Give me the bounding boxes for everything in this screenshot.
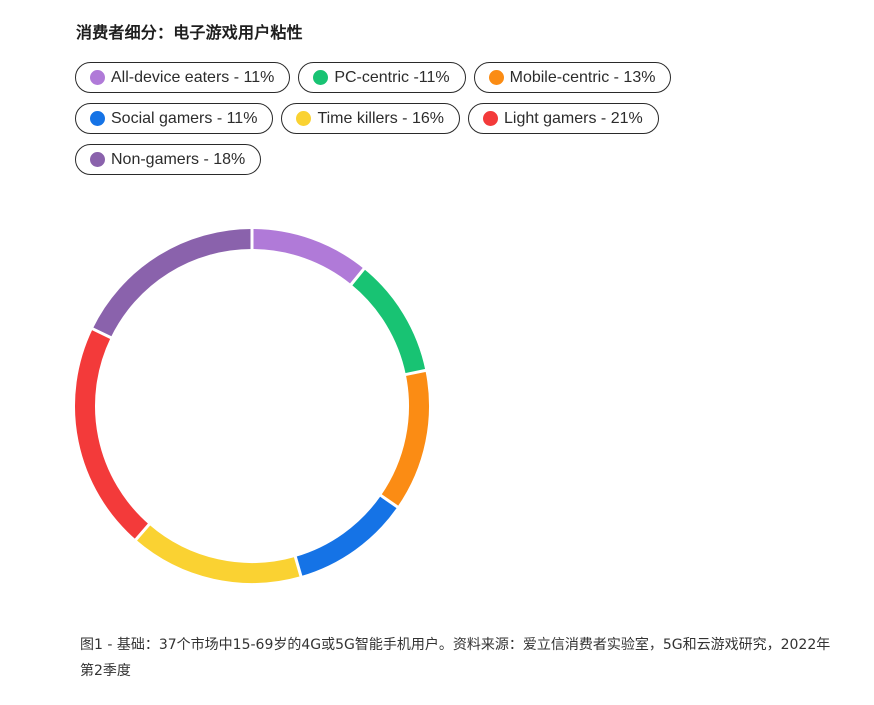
- slice-separator: [91, 327, 113, 340]
- legend-dot: [90, 152, 105, 167]
- legend-label: Mobile-centric - 13%: [509, 68, 656, 86]
- legend-row: All-device eaters - 11% PC-centric -11% …: [75, 62, 795, 93]
- donut-chart: [75, 228, 429, 583]
- legend-item-light-gamers: Light gamers - 21%: [467, 103, 659, 134]
- legend-label: Non-gamers - 18%: [111, 150, 246, 168]
- legend-label: All-device eaters - 11%: [111, 68, 275, 86]
- donut-slice-social-gamers: [295, 495, 398, 577]
- donut-slice-mobile-centric: [380, 370, 429, 507]
- legend-dot: [313, 70, 329, 85]
- legend-item-all-device-eaters: All-device eaters - 11%: [75, 62, 291, 93]
- donut-slice-light-gamers: [75, 328, 150, 540]
- slice-separator: [134, 522, 151, 542]
- legend-row: Non-gamers - 18%: [75, 144, 795, 175]
- donut-slice-all-device-eaters: [251, 229, 364, 285]
- legend-item-social-gamers: Social gamers - 11%: [75, 103, 274, 134]
- legend-dot: [90, 70, 105, 85]
- legend-item-non-gamers: Non-gamers - 18%: [75, 144, 262, 175]
- slice-separator: [349, 267, 366, 287]
- legend-item-mobile-centric: Mobile-centric - 13%: [473, 62, 672, 93]
- legend-dot: [296, 111, 312, 126]
- legend-dot: [482, 111, 498, 126]
- donut-slice-time-killers: [135, 524, 301, 583]
- legend-label: PC-centric -11%: [334, 68, 450, 86]
- legend-label: Light gamers - 21%: [503, 109, 643, 127]
- legend-item-time-killers: Time killers - 16%: [281, 103, 460, 134]
- donut-slice-pc-centric: [351, 268, 426, 375]
- legend-item-pc-centric: PC-centric -11%: [298, 62, 466, 93]
- donut-slices: [75, 228, 429, 583]
- donut-slice-non-gamers: [92, 229, 253, 338]
- legend-row: Social gamers - 11% Time killers - 16% L…: [75, 103, 795, 134]
- slice-separator: [404, 368, 427, 377]
- legend-dot: [90, 111, 105, 126]
- chart-title: 消费者细分：电子游戏用户粘性: [76, 23, 303, 42]
- slice-separator: [379, 493, 400, 509]
- legend-label: Social gamers - 11%: [111, 109, 258, 127]
- figure-caption: 图1 - 基础：37个市场中15-69岁的4G或5G智能手机用户。资料来源：爱立…: [80, 637, 831, 679]
- legend-dot: [488, 70, 504, 85]
- legend-label: Time killers - 16%: [317, 109, 444, 127]
- slice-separator: [293, 555, 303, 578]
- legend: All-device eaters - 11% PC-centric -11% …: [75, 62, 795, 185]
